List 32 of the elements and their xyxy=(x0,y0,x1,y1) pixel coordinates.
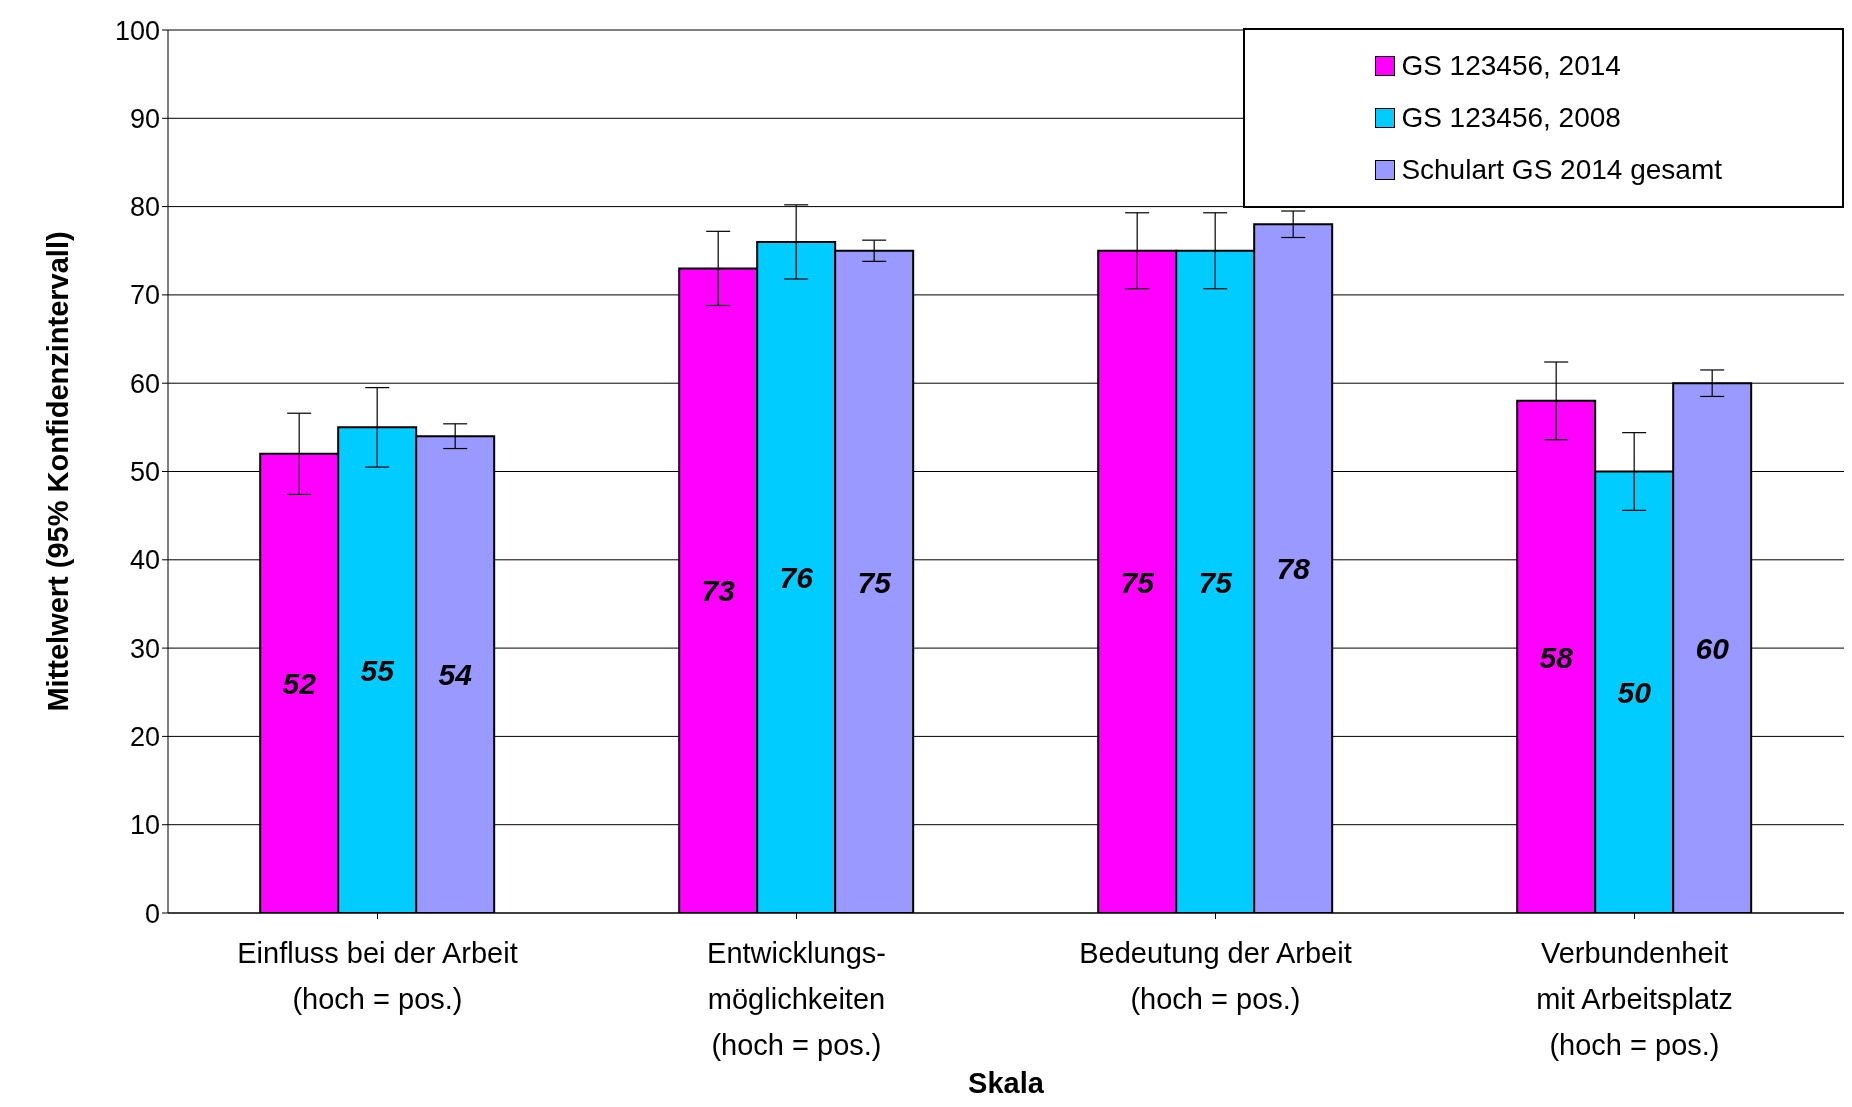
y-tick-label: 10 xyxy=(129,810,160,841)
x-axis-title: Skala xyxy=(968,1067,1045,1099)
data-label: 54 xyxy=(438,658,473,692)
data-label: 75 xyxy=(1198,565,1234,599)
legend-label: GS 123456, 2008 xyxy=(1401,102,1621,134)
y-tick-label: 80 xyxy=(129,192,160,223)
data-label: 52 xyxy=(282,667,317,701)
y-tick-label: 30 xyxy=(129,633,160,664)
data-label: 73 xyxy=(701,574,736,608)
y-tick-label: 20 xyxy=(129,721,160,752)
data-label: 60 xyxy=(1695,631,1730,665)
y-tick-label: 100 xyxy=(114,15,160,46)
x-tick-label: Einfluss bei der Arbeit (hoch = pos.) xyxy=(237,937,518,1015)
data-label: 55 xyxy=(360,653,396,687)
y-tick-label: 90 xyxy=(129,103,160,134)
x-tick-label: Entwicklungs- möglichkeiten (hoch = pos.) xyxy=(707,937,886,1061)
y-tick-label: 40 xyxy=(129,545,160,576)
data-label: 78 xyxy=(1276,552,1311,586)
data-label: 58 xyxy=(1539,640,1574,674)
data-label: 76 xyxy=(779,561,814,595)
data-label: 50 xyxy=(1617,675,1652,709)
data-label: 75 xyxy=(857,565,893,599)
y-tick-label: 50 xyxy=(129,457,160,488)
x-tick-label: Bedeutung der Arbeit (hoch = pos.) xyxy=(1079,937,1352,1015)
y-axis-title: Mittelwert (95% Konfidenzintervall) xyxy=(42,231,75,712)
legend-label: GS 123456, 2014 xyxy=(1401,50,1621,82)
x-tick-label: Verbundenheit mit Arbeitsplatz (hoch = pos.) xyxy=(1536,937,1733,1061)
y-tick-label: 0 xyxy=(144,898,160,929)
data-label: 75 xyxy=(1120,565,1156,599)
y-tick-label: 70 xyxy=(129,280,160,311)
legend-label: Schulart GS 2014 gesamt xyxy=(1401,154,1722,186)
y-tick-label: 60 xyxy=(129,368,160,399)
